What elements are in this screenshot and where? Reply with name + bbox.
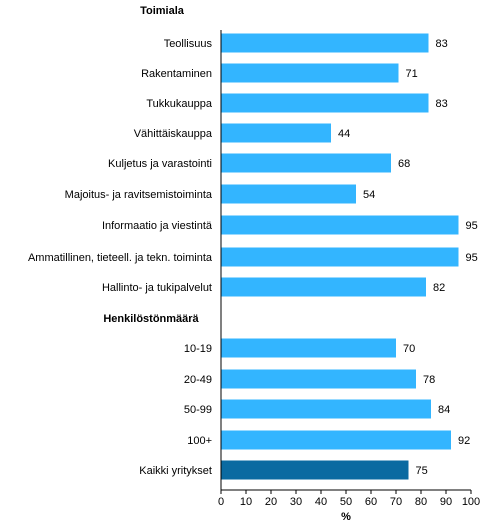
bar [221, 430, 451, 450]
bars [221, 33, 459, 480]
category-label: Vähittäiskauppa [134, 128, 213, 140]
category-label: Informaatio ja viestintä [102, 220, 213, 232]
category-label: 50-99 [184, 404, 212, 416]
bar [221, 338, 396, 358]
bar [221, 247, 459, 267]
value-label: 83 [436, 38, 448, 50]
value-label: 44 [338, 128, 350, 140]
bar [221, 399, 431, 419]
bar [221, 460, 409, 480]
value-label: 70 [403, 343, 415, 355]
x-tick-label: 100 [462, 496, 480, 508]
group-title: Henkilöstönmäärä [103, 313, 199, 325]
x-tick-label: 40 [315, 496, 327, 508]
value-label: 68 [398, 158, 410, 170]
category-label: Kaikki yritykset [139, 465, 212, 477]
category-labels: Teollisuus Rakentaminen Tukkukauppa Vähittä… [28, 38, 213, 477]
value-label: 95 [466, 220, 478, 232]
category-label: 10-19 [184, 343, 212, 355]
bar [221, 153, 391, 173]
bar [221, 93, 429, 113]
bar [221, 277, 426, 297]
x-tick-label: 20 [265, 496, 277, 508]
category-label: Teollisuus [164, 38, 213, 50]
x-tick-label: 10 [240, 496, 252, 508]
bar [221, 184, 356, 204]
value-label: 92 [458, 435, 470, 447]
value-label: 54 [363, 189, 375, 201]
x-tick-label: 80 [415, 496, 427, 508]
group-title: Toimiala [140, 5, 185, 17]
value-label: 84 [438, 404, 450, 416]
bar [221, 123, 331, 143]
category-label: Ammatillinen, tieteell. ja tekn. toimint… [28, 252, 213, 264]
x-axis-title: % [341, 511, 351, 523]
value-label: 78 [423, 374, 435, 386]
x-axis: 0 10 20 30 40 50 60 70 80 90 100 [218, 30, 480, 508]
category-label: Rakentaminen [141, 68, 212, 80]
bar [221, 369, 416, 389]
x-tick-label: 50 [340, 496, 352, 508]
category-label: Kuljetus ja varastointi [108, 158, 212, 170]
category-label: Hallinto- ja tukipalvelut [102, 282, 212, 294]
bar [221, 215, 459, 235]
group-titles: Toimiala Henkilöstönmäärä [103, 5, 199, 325]
value-label: 95 [466, 252, 478, 264]
category-label: Majoitus- ja ravitsemistoiminta [65, 189, 213, 201]
category-label: Tukkukauppa [146, 98, 213, 110]
x-tick-label: 30 [290, 496, 302, 508]
category-label: 100+ [187, 435, 212, 447]
value-label: 75 [416, 465, 428, 477]
value-labels: 83 71 83 44 68 54 95 95 82 70 78 84 92 75 [338, 38, 478, 477]
x-tick-label: 90 [440, 496, 452, 508]
category-label: 20-49 [184, 374, 212, 386]
bar [221, 63, 399, 83]
x-tick-label: 60 [365, 496, 377, 508]
value-label: 71 [406, 68, 418, 80]
x-tick-label: 70 [390, 496, 402, 508]
bar [221, 33, 429, 53]
value-label: 83 [436, 98, 448, 110]
value-label: 82 [433, 282, 445, 294]
x-tick-label: 0 [218, 496, 224, 508]
